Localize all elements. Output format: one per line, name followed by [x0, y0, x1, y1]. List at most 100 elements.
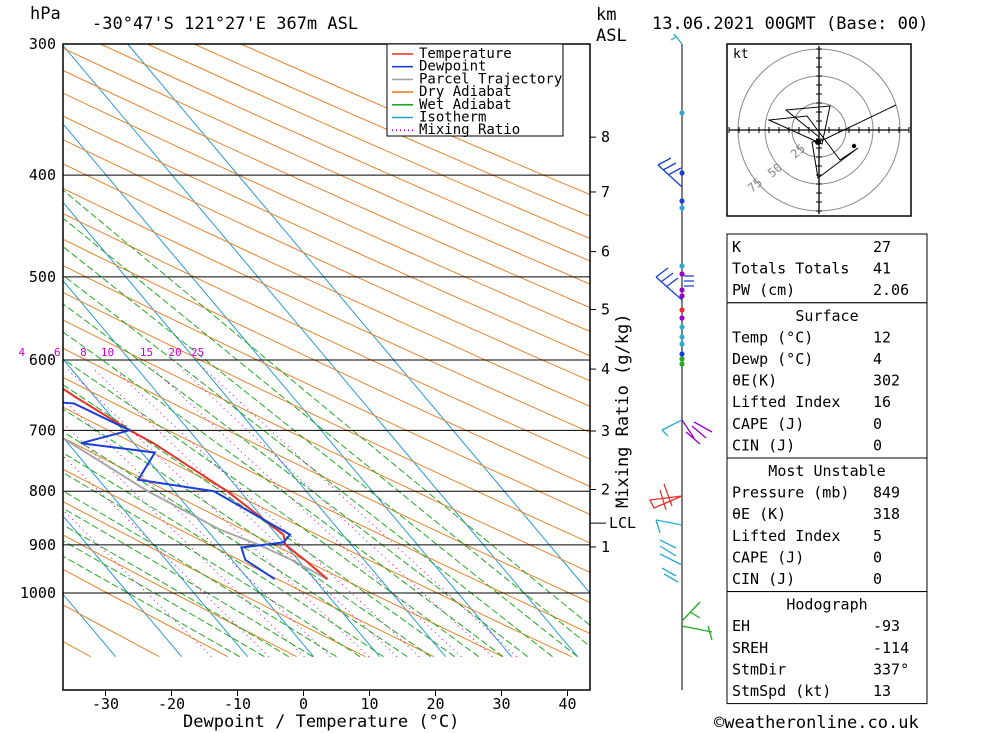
indices-row-label: Pressure (mb) [732, 484, 849, 502]
dry-adiabat-line [63, 69, 590, 309]
indices-row-label: θE (K) [732, 505, 786, 523]
x-tick-label: 20 [426, 695, 444, 713]
indices-row-label: K [732, 238, 741, 256]
wind-level-dot [679, 324, 685, 330]
wind-barb [670, 33, 683, 45]
dry-adiabat-line [63, 187, 590, 433]
dry-adiabat-line [63, 238, 590, 487]
indices-row-label: Dewp (°C) [732, 350, 813, 368]
hpa-unit-label: hPa [30, 4, 61, 24]
indices-row-label: θE(K) [732, 372, 777, 390]
indices-row-value: -114 [873, 639, 909, 657]
hodograph-point [851, 143, 857, 149]
indices-row-label: StmDir [732, 660, 786, 678]
wind-level-dot [679, 287, 685, 293]
indices-section-title: Surface [795, 307, 858, 325]
height-tick-label: 3 [601, 422, 610, 440]
wet-adiabat-line [63, 217, 590, 647]
height-axis-ticks: 8 7 6 5 4 3 2 1 LCL [590, 128, 636, 556]
isotherm-line [127, 44, 590, 594]
mixing-ratio-line [202, 367, 518, 658]
isobar-lines [63, 44, 590, 594]
indices-row-value: 0 [873, 548, 882, 566]
dry-adiabat-line [63, 47, 590, 285]
mixing-ratio-value: 3 [0, 346, 1, 359]
mixing-ratio-value: 10 [101, 346, 114, 359]
wind-barb [657, 157, 683, 188]
height-tick-label: 4 [601, 360, 610, 378]
dry-adiabat-line [63, 139, 590, 382]
dry-adiabat-line [63, 212, 590, 460]
dry-adiabat-line [63, 291, 590, 544]
dry-adiabat-lines [63, 44, 590, 658]
dry-adiabat-line [63, 501, 366, 658]
wind-level-dot [679, 293, 685, 299]
height-tick-label: 1 [601, 538, 610, 556]
datetime-title: 13.06.2021 00GMT (Base: 00) [652, 14, 928, 34]
legend-box [386, 43, 564, 137]
lcl-label: LCL [609, 514, 636, 532]
wind-level-dot [679, 351, 685, 357]
mixing-ratio-value: 6 [54, 346, 61, 359]
wet-adiabat-line [63, 189, 590, 627]
parcel-surface-segment [219, 528, 328, 580]
mixing-ratio-line [63, 509, 212, 658]
height-tick-label: 6 [601, 243, 610, 261]
indices-row-value: 849 [873, 484, 900, 502]
dry-adiabat-line [63, 568, 229, 658]
wet-adiabat-line [63, 555, 240, 658]
mixing-ratio-value: 4 [19, 346, 26, 359]
wind-level-dot [679, 198, 685, 204]
wet-adiabat-line [63, 490, 337, 658]
indices-row-label: CIN (J) [732, 436, 795, 454]
indices-row-value: 13 [873, 682, 891, 700]
wind-level-dot [679, 361, 685, 367]
wind-barb [655, 267, 694, 301]
indices-row-label: CAPE (J) [732, 415, 804, 433]
dry-adiabat-line [63, 163, 590, 407]
dry-adiabat-line [63, 264, 590, 515]
legend-label: Isotherm [419, 110, 486, 126]
wet-adiabat-line [63, 471, 361, 658]
indices-row-value: 318 [873, 505, 900, 523]
legend-label: Parcel Trajectory [419, 71, 562, 87]
dry-adiabat-line [63, 468, 435, 658]
indices-section-box [726, 233, 928, 304]
mixing-ratio-axis-title: Mixing Ratio (g/kg) [613, 314, 633, 508]
indices-row-label: StmSpd (kt) [732, 682, 831, 700]
indices-section-title: Most Unstable [768, 462, 885, 480]
pressure-tick-label: 800 [29, 482, 56, 500]
pressure-tick-label: 900 [29, 536, 56, 554]
asl-unit-label: ASL [596, 26, 627, 46]
dry-adiabat-line [63, 406, 572, 658]
wind-level-dot [679, 263, 685, 269]
indices-row-value: 2.06 [873, 281, 909, 299]
wet-adiabat-line [63, 384, 455, 658]
x-tick-label: 40 [558, 695, 576, 713]
isotherm-line [63, 123, 512, 658]
dry-adiabat-line [147, 44, 590, 240]
x-tick-label: -20 [158, 695, 185, 713]
legend-label: Mixing Ratio [419, 122, 520, 138]
pressure-tick-label: 1000 [20, 584, 56, 602]
pressure-tick-label: 700 [29, 421, 56, 439]
wet-adiabat-line [63, 246, 578, 658]
mixing-ratio-line [63, 398, 331, 658]
indices-row-label: SREH [732, 639, 768, 657]
indices-row-value: 16 [873, 393, 891, 411]
wind-level-dot [679, 341, 685, 347]
dewpoint-line [63, 401, 292, 580]
x-tick-label: 30 [492, 695, 510, 713]
background-lines [63, 44, 590, 658]
dry-adiabat-line [63, 376, 590, 635]
indices-section-box [726, 302, 928, 459]
indices-row-label: CAPE (J) [732, 548, 804, 566]
indices-row-label: EH [732, 617, 750, 635]
wind-level-dot [679, 356, 685, 362]
wet-adiabat-line [63, 431, 408, 658]
dry-adiabat-line [63, 534, 297, 658]
dry-adiabat-line [63, 92, 590, 332]
